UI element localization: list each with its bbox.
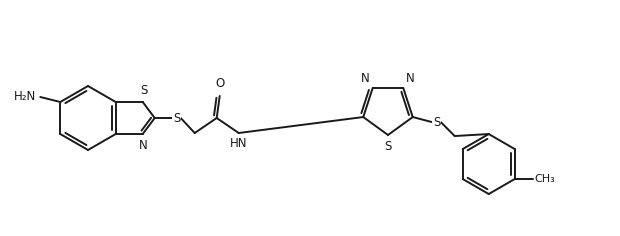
Text: S: S — [140, 84, 148, 97]
Text: N: N — [406, 72, 415, 85]
Text: CH₃: CH₃ — [534, 174, 556, 184]
Text: O: O — [215, 77, 224, 90]
Text: S: S — [384, 140, 392, 153]
Text: N: N — [361, 72, 370, 85]
Text: H₂N: H₂N — [14, 90, 37, 104]
Text: S: S — [173, 111, 180, 125]
Text: HN: HN — [230, 137, 247, 150]
Text: S: S — [433, 116, 440, 129]
Text: N: N — [140, 139, 148, 152]
